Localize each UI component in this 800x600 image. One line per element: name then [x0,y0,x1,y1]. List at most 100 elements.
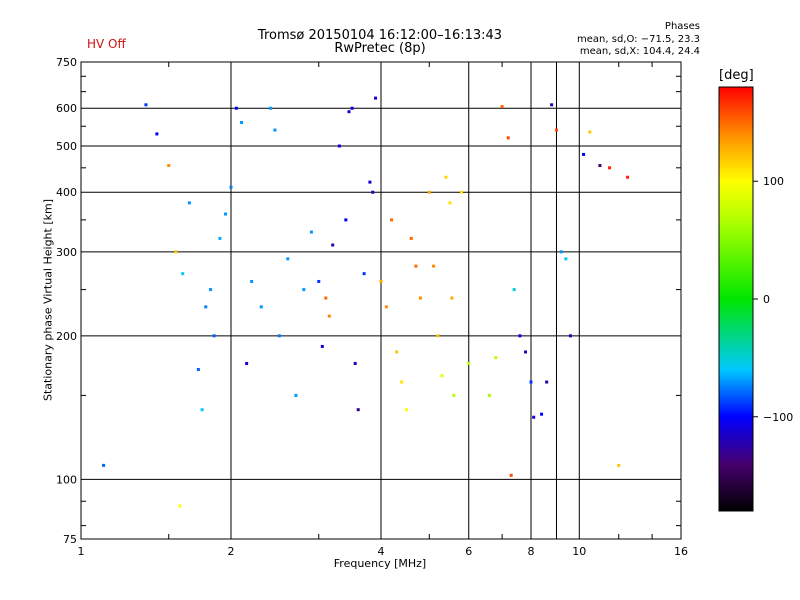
data-point [309,230,313,234]
data-point [187,201,191,205]
data-point [467,361,471,365]
y-axis-label: Stationary phase Virtual Height [km] [41,198,55,402]
data-point [294,393,298,397]
data-point [259,305,263,309]
data-point [432,264,436,268]
data-point [494,356,498,360]
colorbar-tick-label: −100 [763,411,793,424]
data-point [598,164,602,168]
data-point [286,257,290,261]
data-point [347,110,351,114]
data-point [331,243,335,247]
data-point [524,350,528,354]
data-point [374,96,378,100]
y-tick-label: 500 [56,140,77,153]
data-point [167,164,171,168]
data-point [371,190,375,194]
data-point [327,314,331,318]
colorbar-tick-label: 100 [763,175,784,188]
data-point [379,279,383,283]
data-point [436,334,440,338]
colorbar [718,86,754,512]
data-point [540,412,544,416]
data-point [317,279,321,283]
data-point [174,250,178,254]
data-point [390,218,394,222]
data-point [409,236,413,240]
y-tick-label: 200 [56,330,77,343]
phase-stats-x: mean, sd,X: 104.4, 24.4 [579,46,700,57]
data-point [229,185,233,189]
data-point [568,334,572,338]
chart-subtitle: RwPretec (8p) [334,41,426,56]
data-point [400,380,404,384]
data-point [452,393,456,397]
chart-title: Tromsø 20150104 16:12:00–16:13:43 [257,28,503,43]
data-point [554,128,558,132]
data-point [450,296,454,300]
data-point [487,393,491,397]
data-point [532,415,536,419]
data-point [509,473,513,477]
data-point [240,121,244,125]
data-point [102,463,106,467]
data-point [626,175,630,179]
data-point [178,504,182,508]
data-point [518,334,522,338]
data-point [181,272,185,276]
y-tick-label: 600 [56,102,77,115]
data-point [545,380,549,384]
x-tick-label: 16 [674,545,688,558]
y-tick-label: 300 [56,246,77,259]
data-point [200,408,204,412]
x-tick-label: 1 [78,545,85,558]
data-point [196,367,200,371]
data-point [582,152,586,156]
data-point [218,236,222,240]
phases-title: Phases [664,21,700,32]
data-point [320,344,324,348]
colorbar-tick-label: 0 [763,293,770,306]
data-point [144,103,148,107]
data-point [459,190,463,194]
data-point [414,264,418,268]
data-point [344,218,348,222]
data-point [418,296,422,300]
x-tick-label: 2 [228,545,235,558]
data-point [362,272,366,276]
x-tick-label: 4 [378,545,385,558]
y-tick-label: 400 [56,186,77,199]
data-point [384,305,388,309]
x-tick-label: 6 [465,545,472,558]
data-point [234,106,238,110]
data-point [250,279,254,283]
data-point [212,334,216,338]
x-axis-label: Frequency [MHz] [333,557,427,570]
phase-stats-o: mean, sd,O: −71.5, 23.3 [577,34,700,45]
x-tick-label: 10 [572,545,586,558]
data-point [564,257,568,261]
data-point [245,361,249,365]
data-point [588,130,592,134]
y-tick-label: 750 [56,56,77,69]
data-point [337,144,341,148]
data-point [204,305,208,309]
data-point [350,106,354,110]
data-point [440,374,444,378]
data-point [353,361,357,365]
data-point [529,380,533,384]
colorbar-unit-label: [deg] [719,68,754,83]
data-point [209,288,213,292]
data-point [559,250,563,254]
data-point [224,212,228,216]
y-tick-label: 100 [56,473,77,486]
data-point [512,288,516,292]
y-tick-label: 75 [63,533,77,546]
data-point [395,350,399,354]
data-point [427,190,431,194]
data-point [273,128,277,132]
data-point [444,175,448,179]
data-point [302,288,306,292]
x-tick-label: 8 [528,545,535,558]
